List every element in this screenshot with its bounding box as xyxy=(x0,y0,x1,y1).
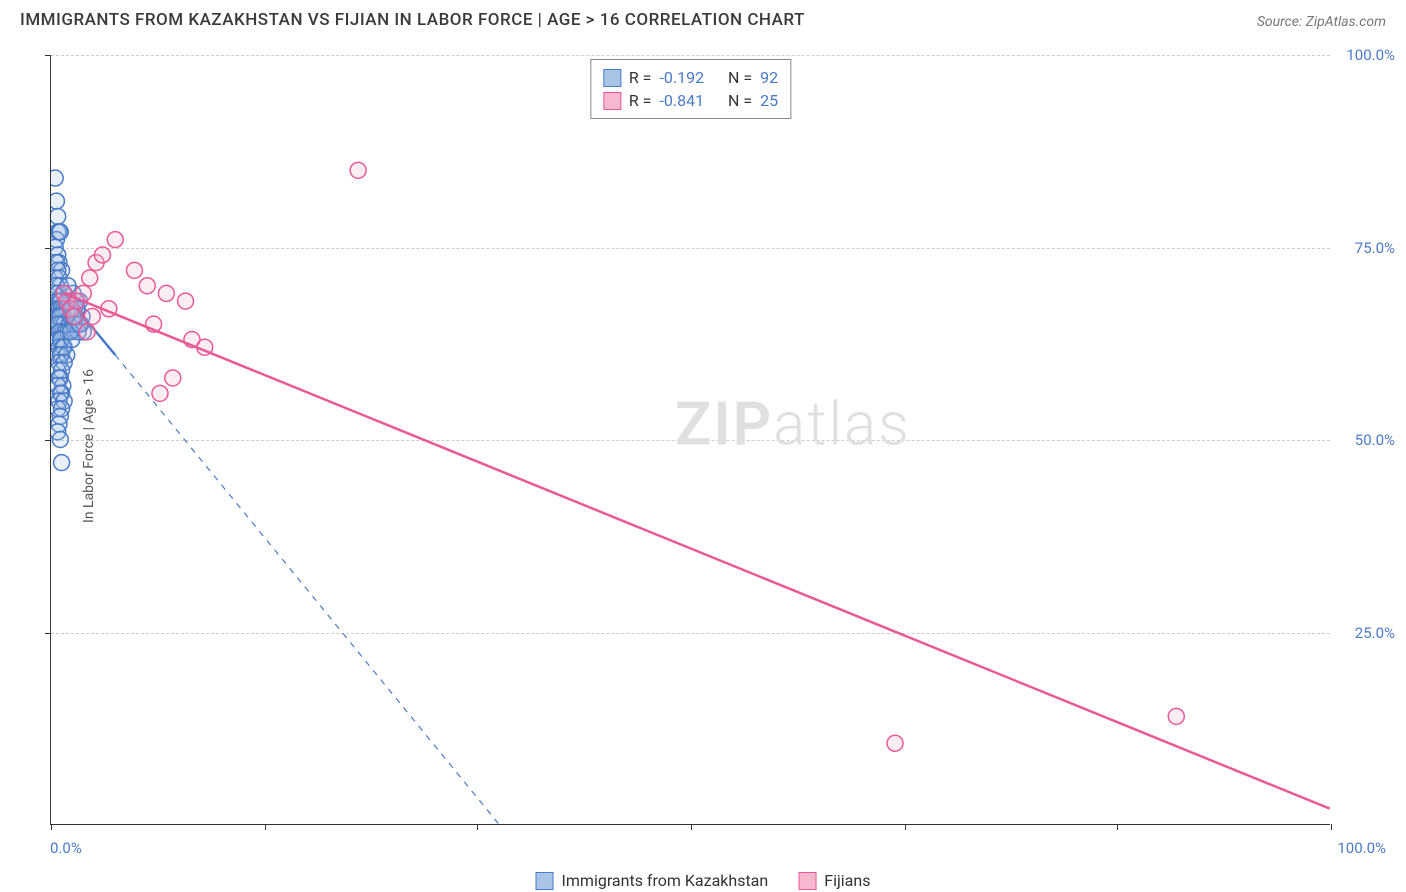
data-point xyxy=(165,370,181,386)
r-value-0: -0.192 xyxy=(659,68,704,87)
data-point xyxy=(84,308,100,324)
data-point xyxy=(1168,708,1184,724)
r-label-1: R = xyxy=(629,91,652,110)
x-tick xyxy=(1331,824,1332,830)
x-tick-0: 0.0% xyxy=(50,839,82,857)
scatter-svg xyxy=(51,55,1330,824)
x-tick xyxy=(1117,824,1118,830)
y-tick-label: 50.0% xyxy=(1355,431,1395,449)
legend-bottom-swatch-1 xyxy=(798,872,816,890)
x-tick xyxy=(477,824,478,830)
legend-swatch-0 xyxy=(603,69,621,87)
legend-item-0: Immigrants from Kazakhstan xyxy=(536,871,769,890)
x-tick xyxy=(265,824,266,830)
data-point xyxy=(158,285,174,301)
y-tick-label: 75.0% xyxy=(1355,239,1395,257)
n-value-0: 92 xyxy=(760,68,778,87)
x-tick xyxy=(905,824,906,830)
y-tick-label: 25.0% xyxy=(1355,624,1395,642)
data-point xyxy=(52,432,68,448)
data-point xyxy=(54,455,70,471)
data-point xyxy=(51,209,66,225)
x-tick xyxy=(691,824,692,830)
data-point xyxy=(52,224,68,240)
legend-bottom-swatch-0 xyxy=(536,872,554,890)
legend-swatch-1 xyxy=(603,92,621,110)
r-label-0: R = xyxy=(629,68,652,87)
data-point xyxy=(79,324,95,340)
data-point xyxy=(94,247,110,263)
legend-label-1: Fijians xyxy=(824,871,870,890)
data-point xyxy=(82,270,98,286)
trend-line xyxy=(64,293,1330,808)
data-point xyxy=(66,308,82,324)
data-point xyxy=(107,232,123,248)
trend-line-extrapolated xyxy=(115,355,499,824)
legend-label-0: Immigrants from Kazakhstan xyxy=(562,871,769,890)
legend-row-series-1: R = -0.841 N = 25 xyxy=(603,89,778,112)
x-tick-100: 100.0% xyxy=(1337,839,1386,857)
data-point xyxy=(51,193,64,209)
data-point xyxy=(887,735,903,751)
chart-title: IMMIGRANTS FROM KAZAKHSTAN VS FIJIAN IN … xyxy=(20,10,805,30)
chart-plot-area: ZIPatlas R = -0.192 N = 92 R = -0.841 N … xyxy=(50,55,1330,825)
x-tick xyxy=(51,824,52,830)
data-point xyxy=(178,293,194,309)
data-point xyxy=(126,262,142,278)
data-point xyxy=(152,385,168,401)
r-value-1: -0.841 xyxy=(659,91,704,110)
source-value: ZipAtlas.com xyxy=(1306,14,1386,30)
series-legend: Immigrants from Kazakhstan Fijians xyxy=(536,871,871,890)
correlation-legend: R = -0.192 N = 92 R = -0.841 N = 25 xyxy=(590,59,791,119)
data-point xyxy=(139,278,155,294)
source-label: Source: xyxy=(1257,14,1306,30)
y-tick-label: 100.0% xyxy=(1346,46,1395,64)
n-label-1: N = xyxy=(728,91,752,110)
legend-item-1: Fijians xyxy=(798,871,870,890)
data-point xyxy=(350,162,366,178)
data-point xyxy=(51,170,63,186)
n-value-1: 25 xyxy=(760,91,778,110)
n-label-0: N = xyxy=(728,68,752,87)
legend-row-series-0: R = -0.192 N = 92 xyxy=(603,66,778,89)
source-attribution: Source: ZipAtlas.com xyxy=(1257,11,1386,30)
